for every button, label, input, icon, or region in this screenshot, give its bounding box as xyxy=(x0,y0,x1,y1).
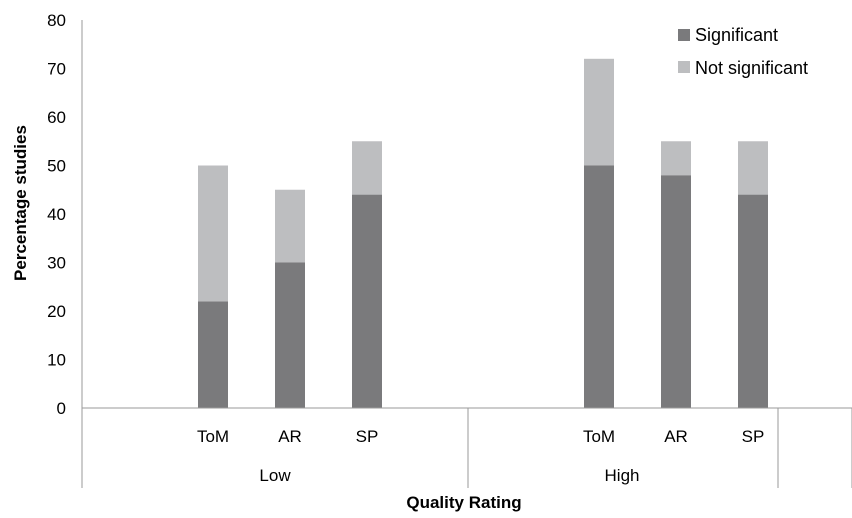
bars xyxy=(198,58,768,408)
bar-high-ar-significant xyxy=(661,175,691,408)
y-tick-label: 20 xyxy=(47,302,66,321)
y-axis-ticks: 0 10 20 30 40 50 60 70 80 xyxy=(47,11,66,418)
y-tick-label: 0 xyxy=(57,399,66,418)
bar-low-tom-significant xyxy=(198,301,228,408)
y-tick-label: 10 xyxy=(47,351,66,370)
bar-low-ar-not-significant xyxy=(275,189,305,263)
legend: Significant Not significant xyxy=(678,25,808,78)
y-tick-label: 80 xyxy=(47,11,66,30)
y-axis-title: Percentage studies xyxy=(11,125,30,281)
x-category-label: AR xyxy=(664,427,688,446)
legend-swatch-not-significant xyxy=(678,61,690,73)
bar-high-tom-not-significant xyxy=(584,58,614,166)
bar-low-tom-not-significant xyxy=(198,165,228,302)
bar-high-sp-not-significant xyxy=(738,141,768,195)
x-category-label: SP xyxy=(356,427,379,446)
legend-swatch-significant xyxy=(678,29,690,41)
y-tick-label: 40 xyxy=(47,205,66,224)
y-tick-label: 60 xyxy=(47,108,66,127)
legend-label-not-significant: Not significant xyxy=(695,58,808,78)
bar-low-ar-significant xyxy=(275,262,305,408)
axes xyxy=(81,20,852,488)
y-tick-label: 70 xyxy=(47,60,66,79)
x-category-label: AR xyxy=(278,427,302,446)
x-axis-labels: ToM AR SP Low ToM AR SP High xyxy=(197,427,764,485)
x-axis-title: Quality Rating xyxy=(406,493,521,512)
bar-low-sp-significant xyxy=(352,194,382,408)
bar-high-sp-significant xyxy=(738,194,768,408)
bar-high-ar-not-significant xyxy=(661,141,691,176)
bar-high-tom-significant xyxy=(584,165,614,408)
x-group-label: High xyxy=(605,466,640,485)
y-tick-label: 30 xyxy=(47,254,66,273)
x-group-label: Low xyxy=(259,466,291,485)
y-tick-label: 50 xyxy=(47,157,66,176)
legend-label-significant: Significant xyxy=(695,25,778,45)
x-category-label: ToM xyxy=(583,427,615,446)
x-category-label: ToM xyxy=(197,427,229,446)
x-category-label: SP xyxy=(742,427,765,446)
bar-low-sp-not-significant xyxy=(352,141,382,195)
